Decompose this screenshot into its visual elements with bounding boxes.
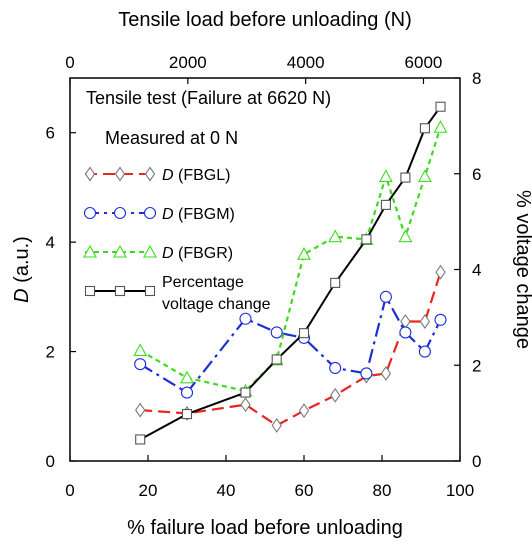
legend-marker	[114, 166, 126, 182]
x-tick-label: 80	[373, 481, 392, 500]
y-tick-label: 6	[46, 124, 55, 143]
legend-entry-symbol: D	[162, 167, 174, 184]
x2-tick-label: 4000	[287, 53, 325, 72]
data-point	[361, 234, 372, 245]
legend-entry-symbol: D	[162, 206, 174, 223]
legend-entry-name: (FBGM)	[174, 206, 235, 223]
data-point	[435, 101, 446, 112]
data-point	[380, 199, 391, 210]
data-point	[419, 123, 430, 134]
x-tick-label: 40	[217, 481, 236, 500]
x2-axis-label: Tensile load before unloading (N)	[118, 9, 412, 31]
x-tick-label: 20	[139, 481, 158, 500]
data-point	[398, 229, 413, 243]
legend-marker	[143, 244, 157, 258]
legend-entry-label: D (FBGR)	[162, 245, 233, 262]
legend-entry-label: Percentage	[162, 274, 244, 291]
legend-entry-label: D (FBGL)	[162, 167, 230, 184]
legend-entry-name: (FBGL)	[174, 167, 231, 184]
x-tick-label: 60	[295, 481, 314, 500]
legend-marker	[114, 285, 126, 297]
legend-marker	[83, 206, 97, 220]
data-point	[418, 345, 431, 358]
legend-marker	[144, 285, 156, 297]
data-point	[133, 343, 148, 357]
x-tick-label: 0	[65, 481, 74, 500]
data-point	[380, 365, 392, 381]
plot-frame	[69, 77, 461, 462]
data-point	[240, 397, 251, 413]
data-point	[240, 387, 251, 398]
data-point	[297, 247, 311, 260]
y2-tick-label: 2	[472, 356, 481, 375]
legend-marker	[83, 244, 97, 258]
y-axis-label-symbol: D	[11, 288, 33, 302]
legend-marker	[144, 166, 156, 182]
data-point	[399, 326, 412, 339]
y2-tick-label: 8	[472, 69, 481, 88]
y-axis-label-unit: (a.u.)	[11, 236, 33, 288]
legend-entry-label: voltage change	[162, 296, 271, 313]
data-point	[181, 409, 193, 420]
data-point	[330, 387, 341, 403]
data-point	[378, 169, 393, 183]
y2-tick-label: 6	[472, 165, 481, 184]
data-point	[360, 367, 373, 380]
data-point	[419, 314, 431, 329]
x2-tick-label: 6000	[405, 53, 443, 72]
x2-tick-label: 2000	[169, 53, 207, 72]
x-tick-label: 100	[446, 481, 474, 500]
legend-entry-label: D (FBGM)	[162, 206, 235, 223]
data-point	[271, 417, 282, 433]
y-tick-label: 2	[46, 343, 55, 362]
legend: D (FBGL)D (FBGM)D (FBGR)Percentagevoltag…	[83, 166, 271, 313]
data-point	[330, 277, 341, 288]
data-point	[270, 326, 283, 339]
legend-marker	[84, 166, 96, 182]
x2-tick-label: 0	[65, 53, 74, 72]
data-point	[135, 402, 146, 418]
data-point	[417, 169, 432, 183]
y2-tick-label: 0	[472, 452, 481, 471]
data-point	[271, 354, 282, 365]
legend-marker	[113, 206, 127, 220]
y2-tick-label: 4	[472, 261, 481, 280]
data-point	[134, 358, 147, 371]
series-layer	[133, 101, 448, 445]
data-point	[239, 312, 252, 325]
legend-marker	[113, 244, 127, 258]
data-point	[135, 434, 146, 445]
data-point	[298, 328, 310, 339]
data-point	[433, 120, 448, 133]
legend-title: Measured at 0 N	[105, 128, 238, 148]
y2-axis-label: % voltage change	[512, 190, 532, 349]
series-line	[139, 126, 442, 393]
data-point	[434, 313, 447, 326]
data-point	[329, 361, 342, 375]
data-point	[328, 229, 343, 243]
legend-marker	[143, 206, 157, 220]
data-point	[400, 172, 411, 183]
legend-entry-name: (FBGR)	[174, 245, 234, 262]
y-axis-label: D (a.u.)	[11, 236, 33, 303]
chart-annotation: Tensile test (Failure at 6620 N)	[86, 88, 331, 108]
data-point	[379, 290, 392, 303]
y-tick-label: 4	[46, 233, 55, 252]
data-point	[435, 264, 446, 280]
data-point	[180, 370, 194, 384]
data-point	[298, 403, 310, 419]
y-tick-label: 0	[46, 452, 55, 471]
data-point	[180, 386, 194, 399]
legend-marker	[84, 285, 96, 297]
x-axis-label: % failure load before unloading	[127, 517, 403, 539]
legend-entry-symbol: D	[162, 245, 174, 262]
